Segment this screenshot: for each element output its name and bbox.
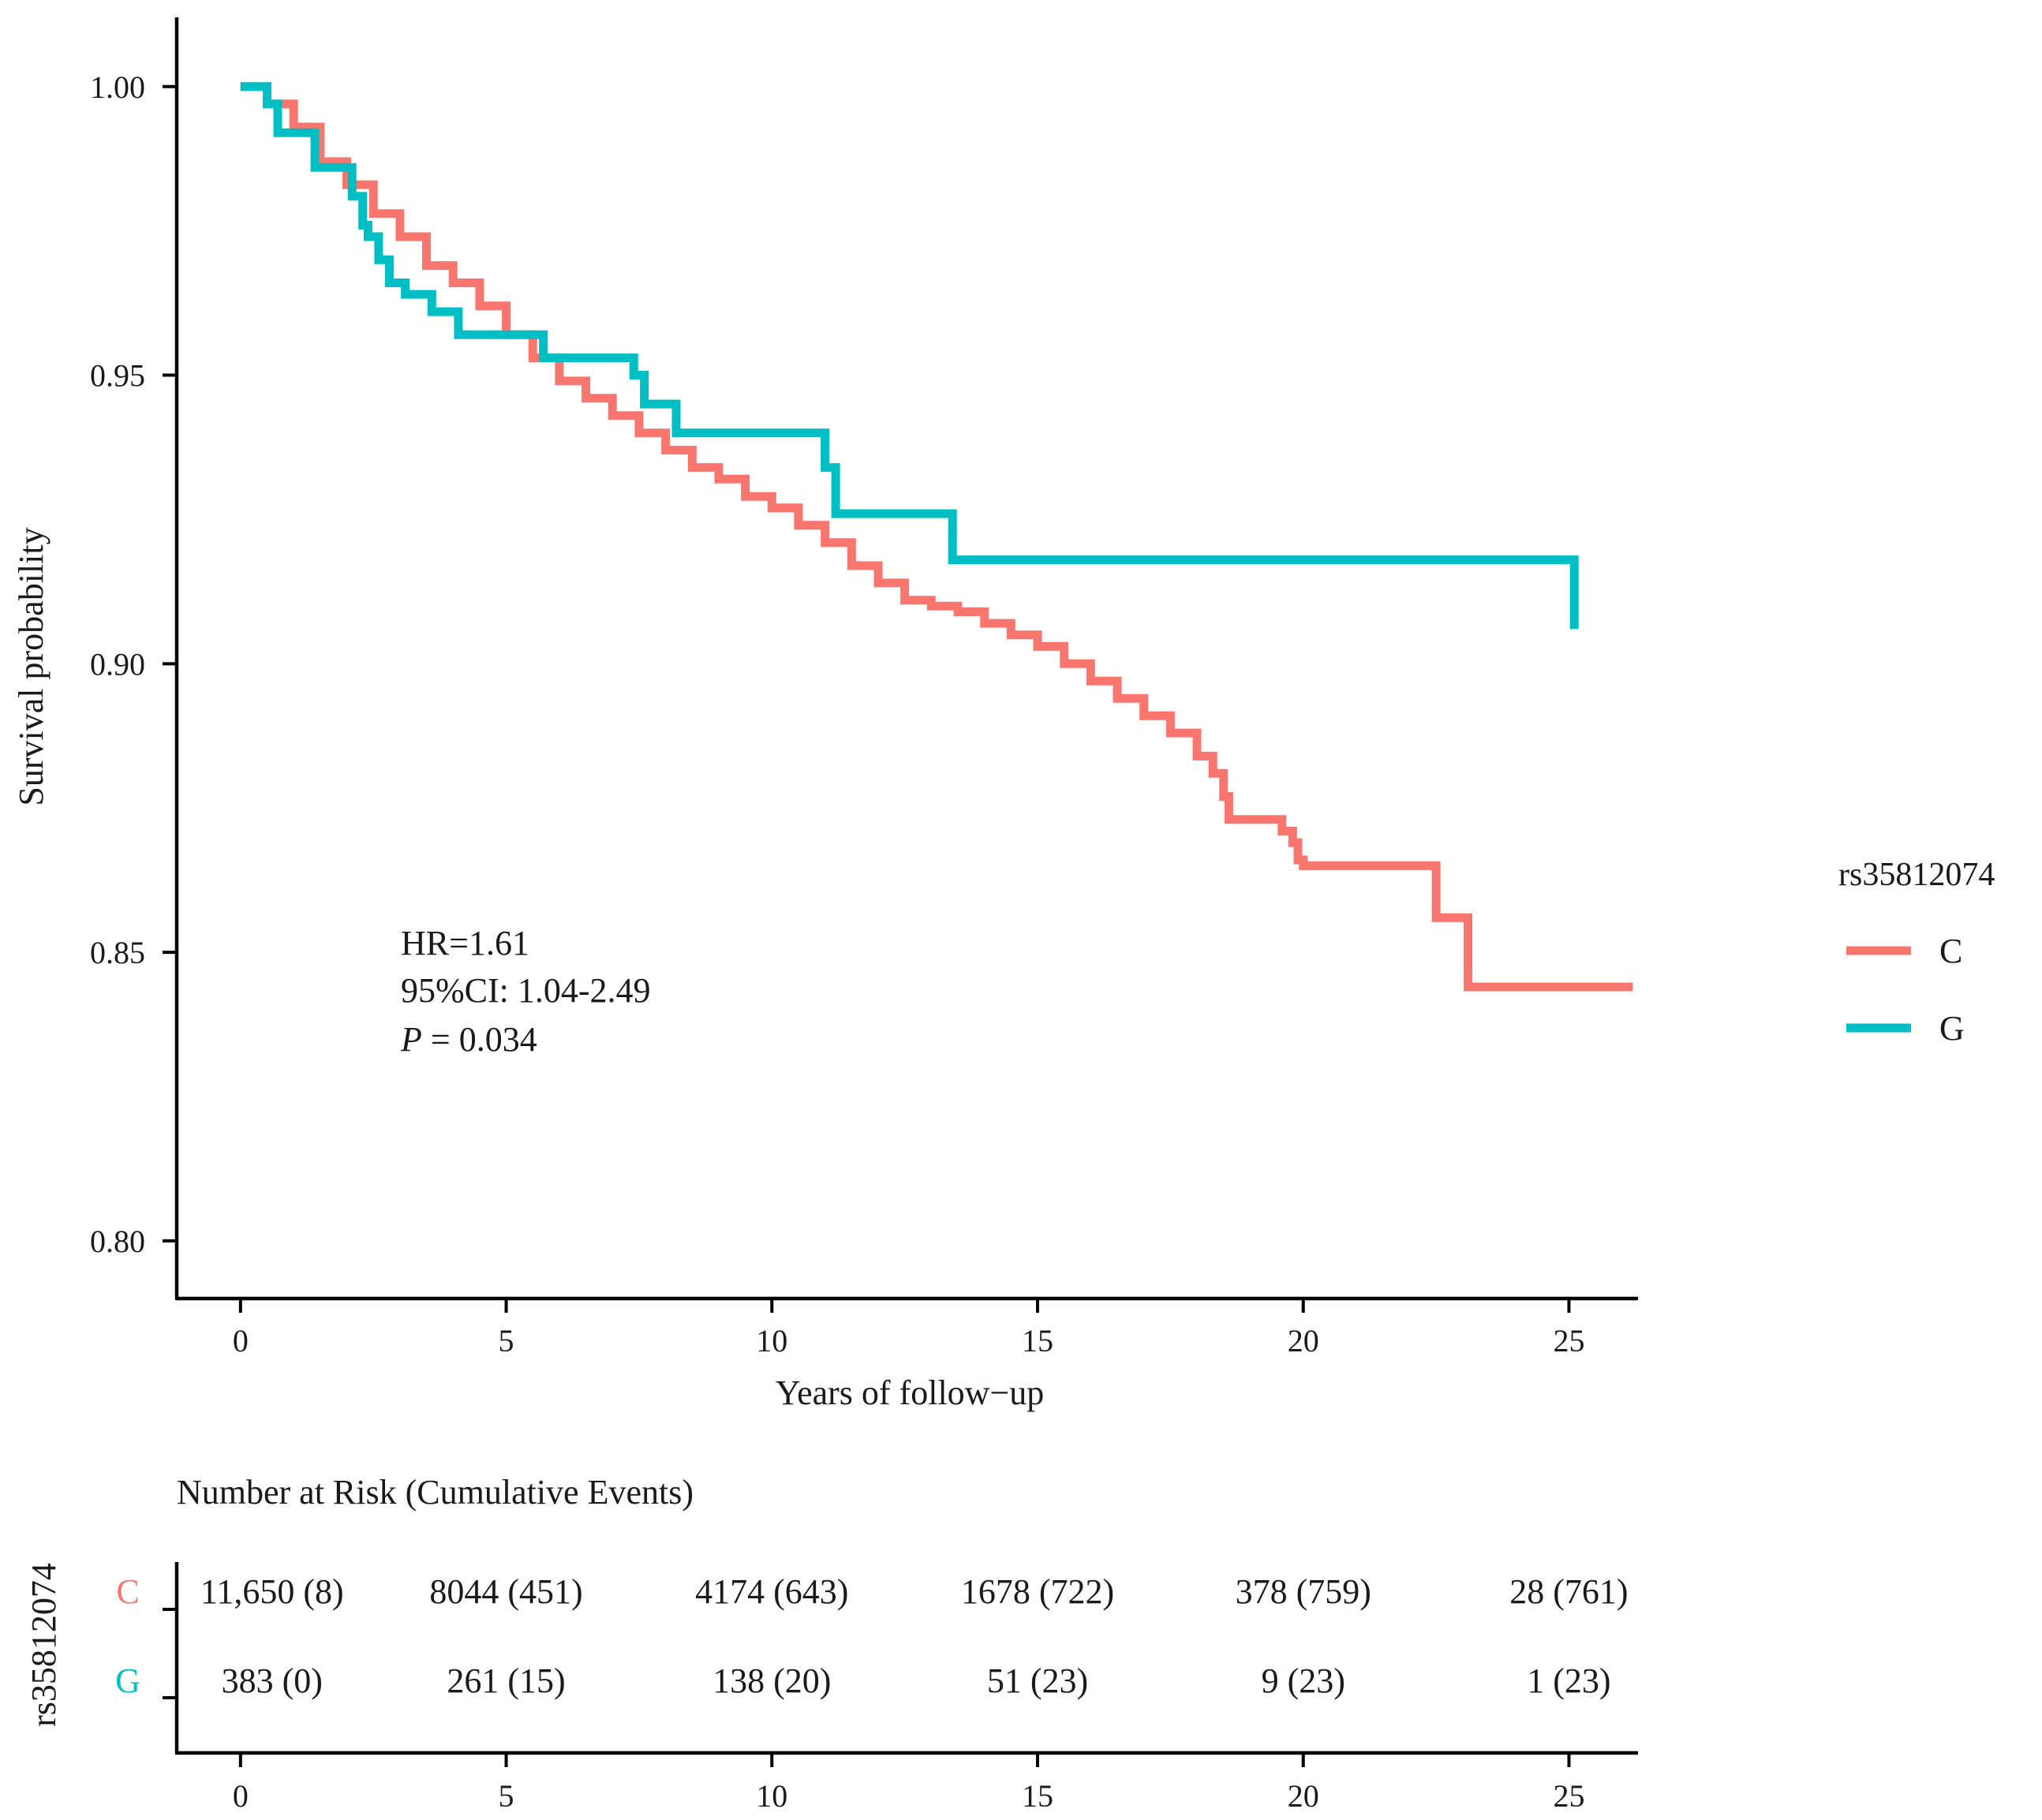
risk-cell: 138 (20) xyxy=(712,1661,831,1700)
x-axis-title: Years of follow−up xyxy=(776,1373,1045,1412)
ci-text: 95%CI: 1.04-2.49 xyxy=(401,971,651,1010)
survival-curves xyxy=(240,82,1633,992)
risk-x-tick-label: 10 xyxy=(756,1778,787,1814)
hr-text: HR=1.61 xyxy=(401,924,529,962)
x-tick-label: 15 xyxy=(1022,1323,1053,1358)
y-tick-label: 0.80 xyxy=(90,1224,145,1259)
risk-cell: 4174 (643) xyxy=(695,1572,848,1611)
p-symbol: P xyxy=(400,1020,422,1059)
risk-cell: 383 (0) xyxy=(222,1661,323,1700)
p-value: = 0.034 xyxy=(422,1020,537,1059)
risk-x-tick-label: 0 xyxy=(233,1778,249,1814)
risk-x-tick-label: 25 xyxy=(1553,1778,1584,1814)
y-tick-label: 0.90 xyxy=(90,646,145,682)
x-tick-label: 5 xyxy=(499,1323,514,1358)
risk-cell: 1 (23) xyxy=(1527,1661,1610,1700)
risk-cell: 28 (761) xyxy=(1509,1572,1628,1611)
risk-cell: 9 (23) xyxy=(1262,1661,1345,1700)
risk-x-tick-label: 20 xyxy=(1288,1778,1319,1814)
risk-x-tick-label: 5 xyxy=(499,1778,514,1814)
risk-cell: 11,650 (8) xyxy=(200,1572,344,1611)
legend-label-g: G xyxy=(1939,1009,1965,1048)
risk-cell: 378 (759) xyxy=(1236,1572,1371,1611)
risk-rows: C 11,650 (8) 8044 (451) 4174 (643) 1678 (722… xyxy=(115,1572,1628,1700)
y-tick-label: 0.85 xyxy=(90,935,145,970)
risk-group-label-g: G xyxy=(115,1661,140,1700)
x-tick-label: 25 xyxy=(1553,1323,1584,1358)
survival-curve-c xyxy=(240,82,1633,992)
legend: rs35812074 C G xyxy=(1838,857,1995,1048)
survival-curve-g xyxy=(240,82,1579,630)
risk-cell: 261 (15) xyxy=(447,1661,565,1700)
x-axis-ticks: 0 5 10 15 20 25 xyxy=(233,1299,1584,1358)
legend-entry-g: G xyxy=(1846,1009,1965,1048)
y-tick-label: 1.00 xyxy=(90,69,145,105)
hazard-ratio-annotation: HR=1.61 95%CI: 1.04-2.49 P = 0.034 xyxy=(400,924,651,1059)
x-tick-label: 20 xyxy=(1288,1323,1319,1358)
risk-x-axis-ticks: 0 5 10 15 20 25 xyxy=(233,1753,1584,1814)
risk-group-label-c: C xyxy=(116,1572,139,1611)
risk-x-tick-label: 15 xyxy=(1022,1778,1053,1814)
risk-cell: 51 (23) xyxy=(987,1661,1088,1700)
risk-table-ylabel: rs35812074 xyxy=(24,1563,63,1727)
risk-table: Number at Risk (Cumulative Events) rs358… xyxy=(24,1473,1638,1814)
survival-plot: 0.80 0.85 0.90 0.95 1.00 0 5 10 15 20 25 Survival… xyxy=(12,17,1638,1412)
x-tick-label: 10 xyxy=(756,1323,787,1358)
risk-cell: 8044 (451) xyxy=(429,1572,582,1611)
p-value-text: P = 0.034 xyxy=(400,1020,537,1059)
risk-cell: 1678 (722) xyxy=(961,1572,1114,1611)
y-axis-title: Survival probability xyxy=(12,527,50,805)
y-tick-label: 0.95 xyxy=(90,358,145,394)
legend-label-c: C xyxy=(1939,932,1962,970)
legend-title: rs35812074 xyxy=(1838,857,1995,893)
y-axis-ticks: 0.80 0.85 0.90 0.95 1.00 xyxy=(90,69,177,1259)
legend-entry-c: C xyxy=(1846,932,1962,970)
risk-table-title: Number at Risk (Cumulative Events) xyxy=(177,1473,694,1512)
x-tick-label: 0 xyxy=(233,1323,249,1358)
